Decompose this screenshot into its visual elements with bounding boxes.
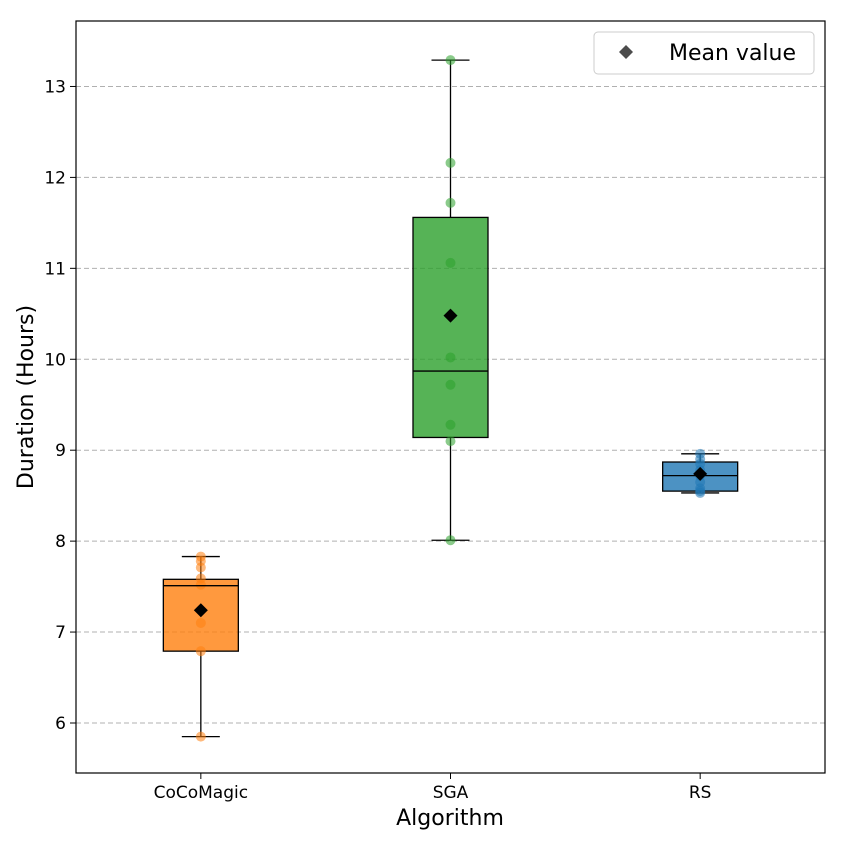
legend-label: Mean value — [669, 41, 796, 66]
data-point — [195, 617, 206, 628]
data-point — [195, 579, 206, 590]
data-point — [445, 352, 456, 363]
data-point — [445, 436, 456, 447]
y-axis-label: Duration (Hours) — [14, 305, 39, 489]
mean-marker — [193, 603, 208, 618]
y-tick-label: 11 — [44, 259, 66, 279]
data-point — [695, 487, 706, 498]
y-tick-label: 12 — [44, 168, 66, 188]
box-group-rs — [662, 448, 739, 498]
x-axis-label: Algorithm — [396, 806, 504, 831]
mean-marker — [693, 466, 708, 481]
data-point — [445, 379, 456, 390]
data-point — [445, 535, 456, 546]
plot-frame — [75, 20, 826, 774]
y-tick-label: 7 — [55, 623, 66, 643]
x-axis-ticks: CoCoMagic SGA RS — [154, 773, 712, 803]
y-tick-label: 6 — [55, 714, 66, 734]
data-point — [445, 197, 456, 208]
data-point — [195, 562, 206, 573]
y-tick-label: 9 — [55, 441, 66, 461]
y-tick-label: 13 — [44, 77, 66, 97]
x-tick-label: SGA — [433, 783, 469, 803]
x-tick-label: RS — [689, 783, 712, 803]
y-tick-label: 10 — [44, 350, 66, 370]
data-point — [195, 646, 206, 657]
data-point — [445, 55, 456, 66]
box-group-sga — [412, 55, 489, 546]
box — [412, 216, 489, 439]
data-point — [445, 419, 456, 430]
legend-diamond-icon — [619, 45, 633, 59]
legend: Mean value — [593, 31, 815, 75]
legend-box — [593, 31, 815, 75]
y-axis-ticks: 6 7 8 9 10 11 12 13 — [44, 77, 76, 734]
data-point — [445, 157, 456, 168]
boxes — [162, 55, 739, 742]
mean-marker — [443, 308, 458, 323]
y-tick-label: 8 — [55, 532, 66, 552]
data-point — [195, 731, 206, 742]
data-point — [445, 257, 456, 268]
box-group-cocomagic — [162, 551, 239, 742]
x-tick-label: CoCoMagic — [154, 783, 249, 803]
